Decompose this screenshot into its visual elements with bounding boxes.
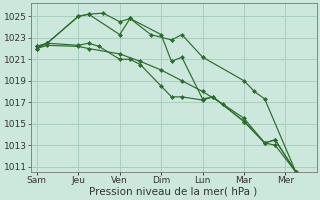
X-axis label: Pression niveau de la mer( hPa ): Pression niveau de la mer( hPa ): [90, 187, 258, 197]
